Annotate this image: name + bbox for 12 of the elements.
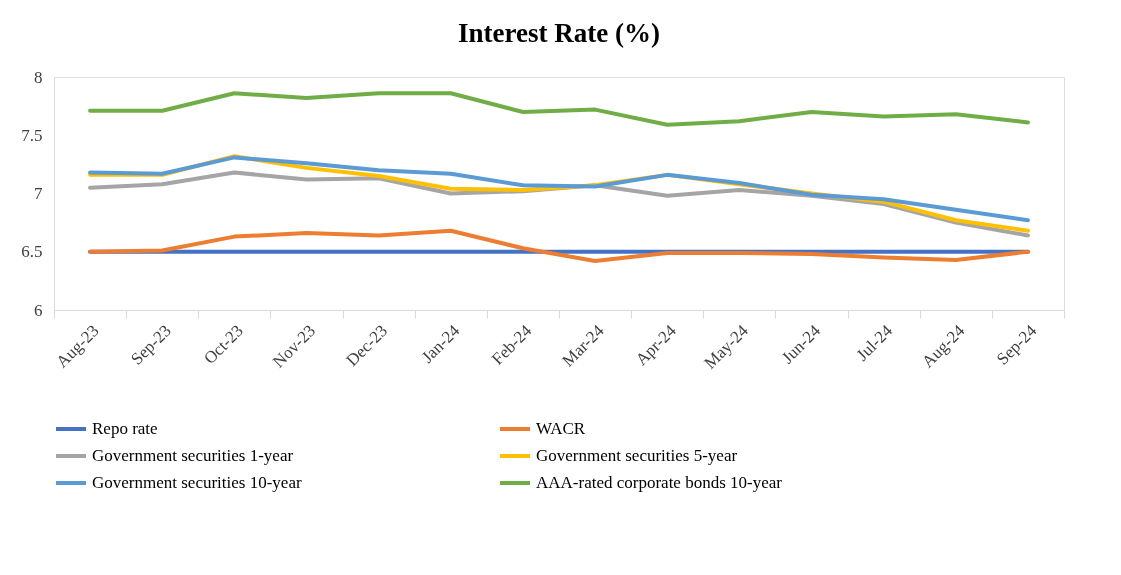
y-tick-label: 6.5 [21, 242, 43, 262]
legend-label: WACR [536, 419, 586, 438]
y-tick-label: 7.5 [21, 125, 43, 145]
legend-label: AAA-rated corporate bonds 10-year [536, 473, 783, 492]
legend-label: Government securities 5-year [536, 446, 738, 465]
legend-label: Repo rate [92, 419, 158, 438]
chart-title: Interest Rate (%) [458, 18, 660, 48]
y-tick-label: 6 [34, 300, 43, 320]
legend-label: Government securities 1-year [92, 446, 294, 465]
y-tick-label: 7 [34, 184, 43, 203]
legend-label: Government securities 10-year [92, 473, 302, 492]
y-tick-label: 8 [34, 67, 43, 87]
